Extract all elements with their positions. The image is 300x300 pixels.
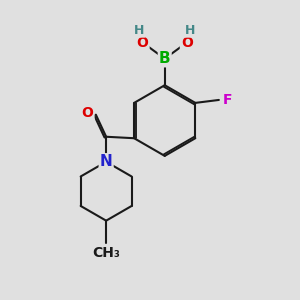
Text: CH₃: CH₃ [92,246,120,260]
Text: O: O [181,35,193,50]
Text: F: F [222,93,232,107]
Text: O: O [82,106,94,120]
Text: H: H [185,24,196,37]
Text: N: N [100,154,112,169]
Text: O: O [137,35,148,50]
Text: H: H [134,24,144,37]
Text: B: B [159,51,170,66]
